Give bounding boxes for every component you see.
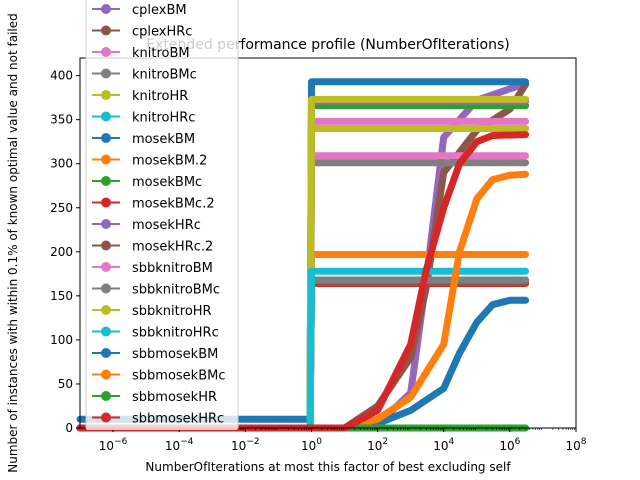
legend-label-6: mosekBM <box>132 132 195 147</box>
x-tick-label-6: 106 <box>499 437 520 453</box>
legend-marker-4 <box>101 90 111 100</box>
legend-label-2: knitroBM <box>132 46 190 61</box>
y-tick-label-2: 100 <box>50 333 73 347</box>
legend-label-0: cplexBM <box>132 3 187 18</box>
y-tick-label-7: 350 <box>50 113 73 127</box>
y-tick-label-0: 0 <box>65 421 73 435</box>
y-tick-label-5: 250 <box>50 201 73 215</box>
legend-box <box>85 0 239 430</box>
legend-marker-19 <box>101 412 111 423</box>
legend-label-15: sbbknitroHRc <box>132 326 219 341</box>
legend-label-11: mosekHRc.2 <box>132 240 213 255</box>
x-tick-label-4: 102 <box>367 437 388 453</box>
x-tick-label-3: 100 <box>301 437 322 453</box>
legend-label-8: mosekBMc <box>132 175 202 190</box>
legend-marker-16 <box>101 348 111 358</box>
x-axis-ticks: 10−6 10−4 10−2 100 102 104 106 108 <box>89 428 587 453</box>
x-tick-label-1: 10−4 <box>165 437 194 453</box>
legend-label-14: sbbknitroHR <box>132 304 212 319</box>
legend-marker-8 <box>101 176 111 186</box>
legend-marker-13 <box>101 283 111 294</box>
legend-marker-1 <box>101 25 111 36</box>
legend-marker-12 <box>101 262 111 272</box>
legend: cplexBM cplexHRc knitroBM knitroBMc knitroHR… <box>85 0 239 430</box>
legend-label-5: knitroHRc <box>132 111 195 126</box>
legend-marker-15 <box>101 326 111 337</box>
y-axis-label: Number of instances with within 0.1% of … <box>6 13 20 473</box>
legend-label-1: cplexHRc <box>132 25 192 40</box>
legend-marker-17 <box>101 369 111 380</box>
legend-marker-7 <box>101 154 111 165</box>
legend-label-9: mosekBMc.2 <box>132 197 215 212</box>
legend-marker-2 <box>101 47 111 57</box>
legend-label-4: knitroHR <box>132 89 188 104</box>
x-tick-label-2: 10−2 <box>231 437 260 453</box>
legend-label-13: sbbknitroBMc <box>132 283 220 298</box>
x-axis-label: NumberOfIterations at most this factor o… <box>145 460 511 474</box>
legend-marker-18 <box>101 391 111 401</box>
legend-label-18: sbbmosekHR <box>132 390 217 405</box>
series-line-19 <box>76 131 530 432</box>
legend-label-17: sbbmosekBMc <box>132 369 225 384</box>
y-tick-label-3: 150 <box>50 289 73 303</box>
y-tick-label-8: 400 <box>50 69 73 83</box>
y-tick-label-4: 200 <box>50 245 73 259</box>
x-tick-label-5: 104 <box>433 437 454 453</box>
legend-label-19: sbbmosekHRc <box>132 412 224 427</box>
y-tick-label-1: 50 <box>58 377 73 391</box>
y-axis-ticks: 0 50 100 150 200 250 300 350 400 <box>50 69 80 435</box>
legend-marker-11 <box>101 240 111 251</box>
legend-label-10: mosekHRc <box>132 218 201 233</box>
legend-label-16: sbbmosekBM <box>132 347 218 362</box>
legend-marker-9 <box>101 197 111 208</box>
legend-marker-6 <box>101 133 111 143</box>
y-tick-label-6: 300 <box>50 157 73 171</box>
legend-marker-14 <box>101 305 111 315</box>
series-line-17 <box>76 170 530 432</box>
legend-marker-0 <box>101 4 111 14</box>
plot-frame <box>79 57 577 429</box>
legend-label-7: mosekBM.2 <box>132 154 207 169</box>
legend-marker-3 <box>101 68 111 79</box>
x-tick-label-7: 108 <box>565 437 586 453</box>
legend-label-12: sbbknitroBM <box>132 261 213 276</box>
legend-label-3: knitroBMc <box>132 68 197 83</box>
legend-marker-5 <box>101 111 111 122</box>
legend-marker-10 <box>101 219 111 229</box>
x-tick-label-0: 10−6 <box>99 437 128 453</box>
